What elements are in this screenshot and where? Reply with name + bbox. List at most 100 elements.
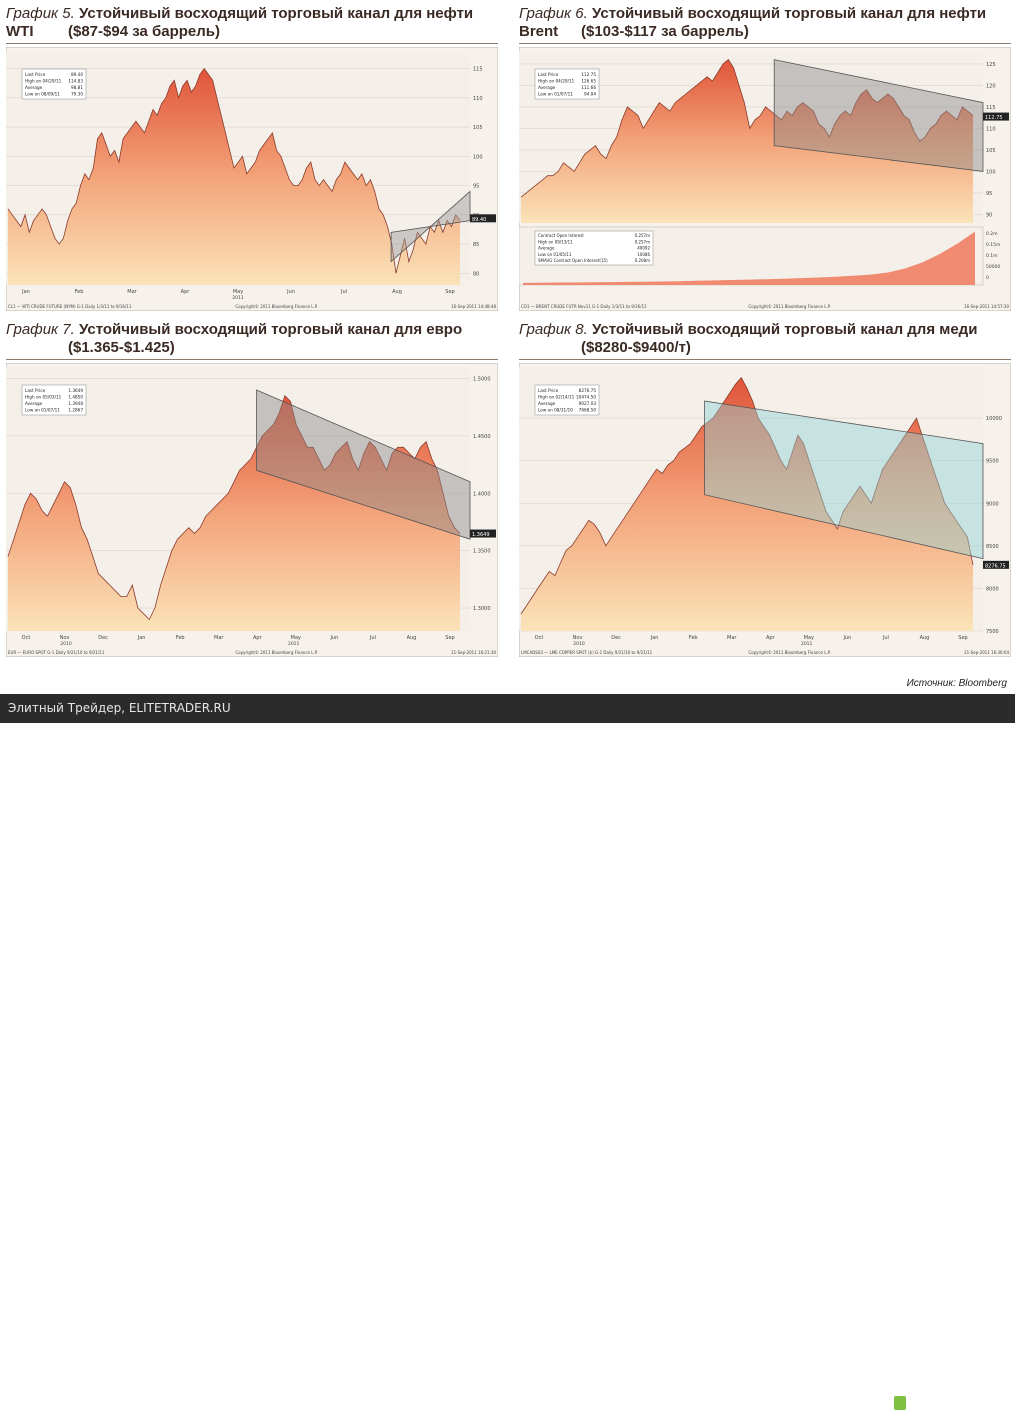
bloomberg-footer-mid: Copyright© 2011 Bloomberg Finance L.P. — [235, 304, 317, 309]
x-tick-label: May — [804, 635, 814, 641]
legend-entry: Low on 08/09/11 — [25, 92, 60, 97]
year-label: 2011 — [801, 641, 813, 647]
y-tick-label: 85 — [473, 242, 479, 248]
chart-panel-euro: График 7. Устойчивый восходящий торговый… — [6, 321, 498, 657]
bloomberg-footer-left: LMCADS03 — LME COPPER SPOT ($) G-1 Daily… — [521, 650, 653, 655]
title-divider — [519, 359, 1011, 360]
bloomberg-footer-right: 16-Sep-2011 14:57:30 — [964, 304, 1009, 309]
y-tick-label: 1.3500 — [473, 549, 491, 555]
bloomberg-footer-right: 21-Sep-2011 16:21:30 — [451, 650, 496, 655]
legend-entry: Average — [538, 401, 556, 406]
year-label: 2010 — [60, 641, 72, 647]
x-tick-label: Sep — [958, 635, 967, 641]
figure-subtitle: ($8280-$9400/т) — [581, 339, 691, 356]
price-area — [8, 68, 460, 285]
last-price-label: 8276.75 — [985, 563, 1006, 569]
clip2net-icon — [894, 1396, 907, 1410]
last-price-label: 1.3649 — [472, 532, 490, 538]
oi-legend-entry: High on 09/13/11 — [538, 239, 573, 244]
x-tick-label: Oct — [535, 635, 544, 641]
oi-legend-value: 40092 — [637, 246, 650, 251]
bloomberg-footer-left: EUR — EURO SPOT G-1 Daily 9/21/10 to 9/2… — [8, 650, 105, 655]
x-tick-label: May — [291, 635, 301, 641]
site-name: Элитный Трейдер, ELITETRADER.RU — [8, 701, 231, 715]
x-tick-label: Aug — [920, 635, 930, 641]
price-line — [520, 59, 974, 198]
year-label: 2011 — [288, 641, 300, 647]
x-tick-label: Nov — [573, 635, 583, 641]
title-divider — [6, 43, 498, 44]
last-price-tag — [470, 214, 496, 223]
panel-title: График 5. Устойчивый восходящий торговый… — [6, 5, 498, 41]
legend-entry: Average — [25, 85, 43, 90]
legend-value: 1.4850 — [68, 395, 83, 400]
last-price-tag — [983, 560, 1009, 569]
title-divider — [6, 359, 498, 360]
price-line — [7, 67, 461, 274]
oi-tick-label: 0.2m — [986, 231, 998, 237]
figure-subtitle: ($87-$94 за баррель) — [68, 23, 220, 40]
legend-value: 112.75 — [581, 72, 596, 77]
chart-panel-wti: График 5. Устойчивый восходящий торговый… — [6, 5, 498, 311]
x-tick-label: Jul — [369, 635, 376, 641]
y-tick-label: 8000 — [986, 586, 999, 592]
year-label: 2010 — [573, 641, 585, 647]
x-tick-label: Feb — [176, 635, 185, 641]
trend-channel — [256, 389, 471, 540]
legend-entry: Last Price — [25, 72, 46, 77]
y-tick-label: 115 — [473, 67, 483, 73]
bloomberg-footer-left: CL1 — WTI CRUDE FUTURE (NYM) G-1 Daily 1… — [8, 304, 132, 309]
brent-chart: 125 120 115 110 105 100 95 90 112.75 Last Price 11… — [519, 47, 1011, 311]
legend-entry: Last Price — [538, 388, 559, 393]
x-tick-label: Jan — [650, 635, 659, 641]
last-price-label: 89.40 — [472, 217, 486, 223]
x-tick-label: Mar — [727, 635, 737, 641]
euro-chart: 1.5000 1.4500 1.4000 1.3500 1.3000 1.3649 Last… — [6, 363, 498, 657]
legend-entry: Average — [538, 85, 556, 90]
figure-title: Устойчивый восходящий торговый канал для… — [592, 321, 978, 338]
y-tick-label: 9500 — [986, 459, 999, 465]
x-tick-label: Oct — [22, 635, 31, 641]
clip2net-logo[interactable]: clip2net.com — [894, 1393, 1007, 1413]
legend-value: 114.83 — [68, 79, 83, 84]
x-tick-label: Jun — [286, 289, 295, 295]
x-tick-label: Aug — [407, 635, 417, 641]
legend-value: 79.30 — [71, 92, 83, 97]
x-tick-label: Apr — [766, 635, 776, 641]
x-tick-label: Jul — [340, 289, 347, 295]
legend-entry: Low on 01/07/11 — [25, 408, 60, 413]
x-tick-label: Apr — [253, 635, 263, 641]
x-tick-label: Nov — [60, 635, 70, 641]
y-tick-label: 1.5000 — [473, 376, 491, 382]
price-area — [521, 59, 973, 223]
legend-value: 126.65 — [581, 79, 596, 84]
y-tick-label: 125 — [986, 62, 996, 68]
oi-legend-box — [534, 230, 654, 266]
y-tick-label: 80 — [473, 271, 479, 277]
y-tick-label: 115 — [986, 105, 996, 111]
bloomberg-footer-mid: Copyright© 2011 Bloomberg Finance L.P. — [235, 650, 317, 655]
oi-tick-label: 0 — [986, 275, 989, 281]
y-tick-label: 105 — [986, 148, 996, 154]
legend-entry: Average — [25, 401, 43, 406]
bloomberg-footer-mid: Copyright© 2011 Bloomberg Finance L.P. — [748, 304, 830, 309]
legend-entry: Low on 08/31/10 — [538, 408, 573, 413]
y-tick-label: 105 — [473, 125, 483, 131]
open-interest-area — [523, 231, 975, 285]
y-tick-label: 100 — [473, 154, 483, 160]
x-tick-label: Feb — [689, 635, 698, 641]
oi-legend-value: 0.257m — [635, 233, 650, 238]
panel-title: График 6. Устойчивый восходящий торговый… — [519, 5, 1011, 41]
figure-label: График 6. — [519, 5, 588, 22]
y-tick-label: 110 — [473, 96, 483, 102]
oi-legend-entry: Contract Open Interest — [538, 233, 584, 238]
logo-text: clip2net.com — [909, 1394, 1007, 1411]
x-tick-label: Jan — [21, 289, 30, 295]
legend-value: 8276.75 — [579, 388, 597, 393]
price-line — [7, 394, 461, 621]
source-note: Источник: Bloomberg — [906, 678, 1007, 689]
price-line — [520, 377, 974, 615]
y-tick-label: 10000 — [986, 416, 1002, 422]
legend-value: 89.40 — [71, 72, 83, 77]
x-tick-label: Sep — [445, 289, 454, 295]
